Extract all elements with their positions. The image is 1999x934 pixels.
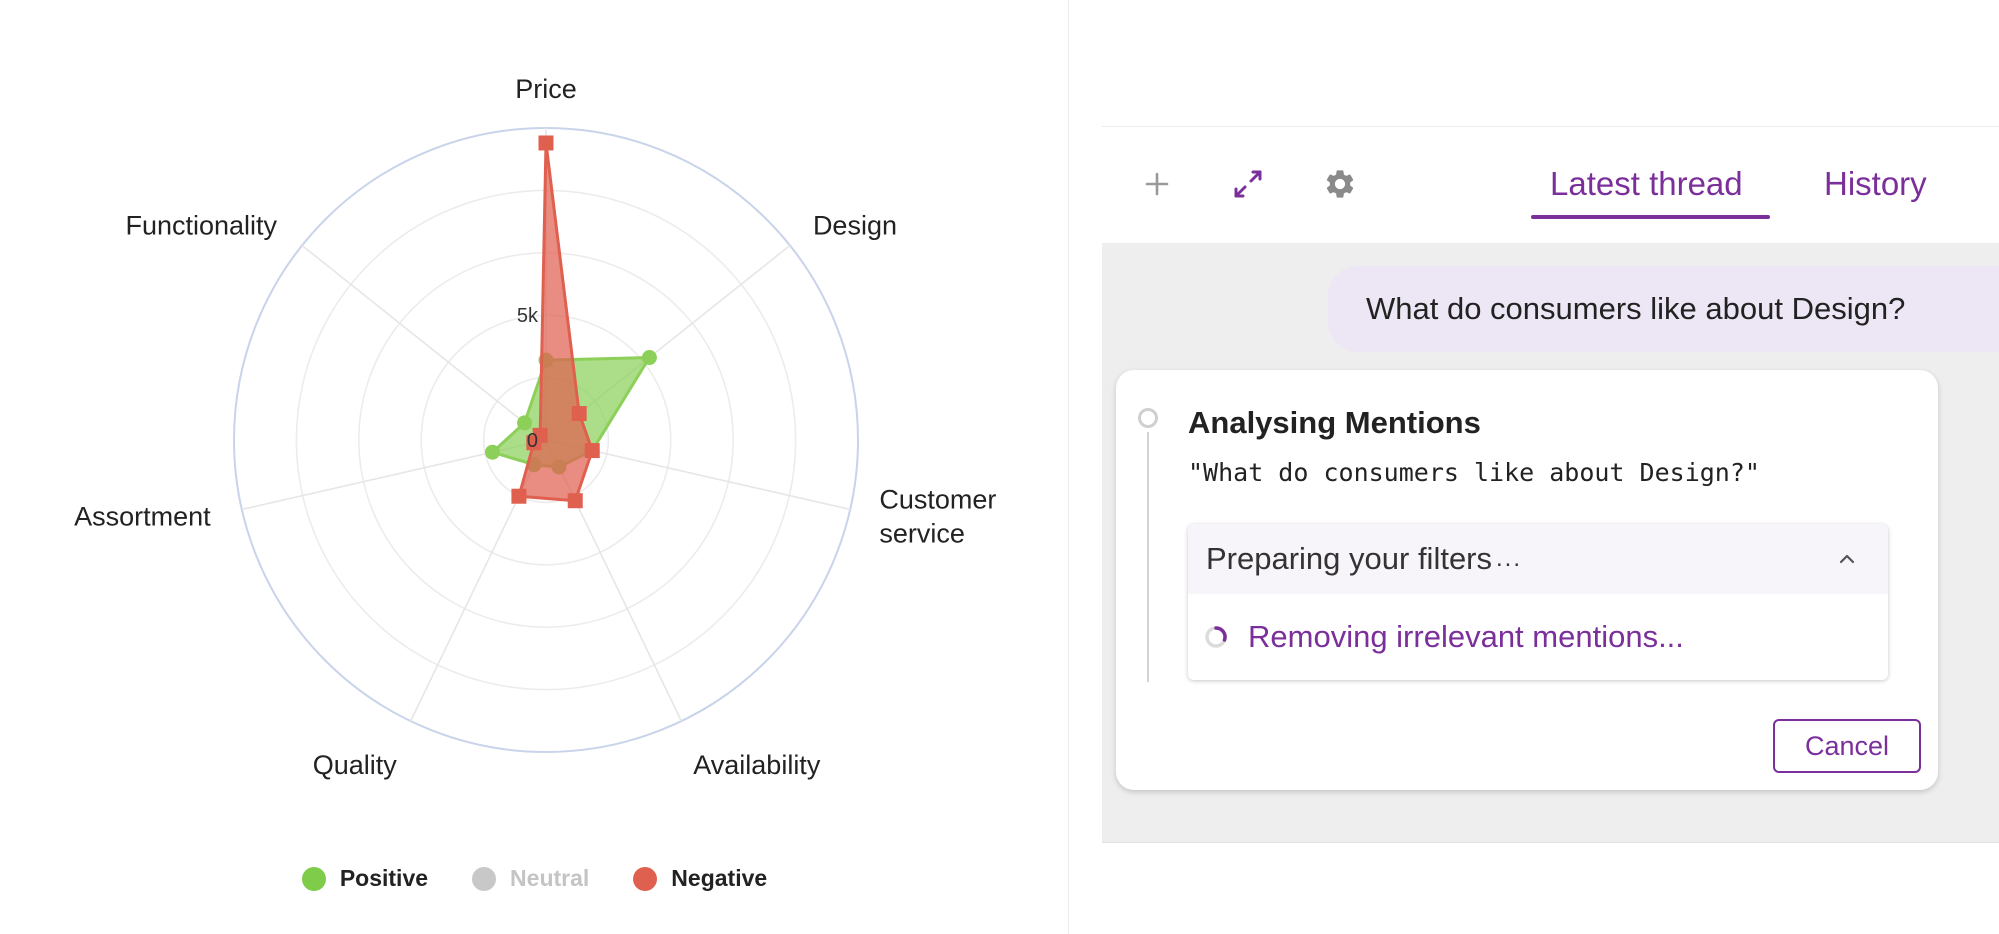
radar-axis-label: Design	[813, 211, 897, 241]
spinner-icon	[1205, 626, 1227, 648]
gear-icon	[1326, 170, 1354, 198]
radar-spoke	[301, 244, 547, 441]
legend-dot-neutral	[472, 866, 497, 891]
thread-area: What do consumers like about Design? Ana…	[1102, 243, 1999, 842]
user-message-text: What do consumers like about Design?	[1366, 291, 1906, 326]
radar-axis-label: Quality	[313, 750, 398, 780]
radar-axis-label: Customer	[879, 485, 996, 515]
expand-icon	[1234, 170, 1262, 198]
radar-axis-label: Assortment	[74, 502, 211, 532]
data-point-positive[interactable]	[484, 444, 500, 460]
tab-history[interactable]: History	[1824, 165, 1927, 202]
data-point-positive[interactable]	[641, 350, 657, 366]
filters-title: Preparing your filters	[1206, 541, 1493, 576]
assistant-toolbar: Latest thread History	[1102, 127, 1999, 243]
radar-tick-label: 5k	[517, 305, 539, 327]
data-point-negative[interactable]	[538, 135, 554, 151]
filters-header[interactable]: Preparing your filters ...	[1188, 524, 1888, 594]
legend-dot-negative	[633, 866, 658, 891]
legend-dot-positive	[301, 866, 326, 891]
legend-item-positive[interactable]: Positive	[301, 865, 429, 892]
radar-axis-label: Functionality	[125, 211, 277, 241]
chevron-up-icon[interactable]	[1836, 548, 1858, 570]
data-point-positive[interactable]	[517, 415, 533, 431]
chart-legend: Positive Neutral Negative	[0, 865, 1069, 892]
new-thread-button[interactable]	[1132, 159, 1182, 209]
user-message-bubble: What do consumers like about Design?	[1328, 266, 1999, 352]
radar-chart: 0 5k Price Design Customer service Availabilit…	[74, 74, 996, 780]
panel-bottom-divider	[1102, 842, 1999, 843]
radar-axis-label: service	[879, 519, 965, 549]
radar-axis-labels: 0 5k Price Design Customer service Availabilit…	[74, 74, 996, 780]
card-title: Analysing Mentions	[1188, 405, 1481, 440]
active-tab-indicator	[1531, 215, 1770, 219]
data-point-negative[interactable]	[571, 406, 587, 422]
data-point-negative[interactable]	[511, 488, 527, 504]
radar-axis-label: Price	[515, 74, 577, 104]
data-point-negative[interactable]	[567, 493, 583, 509]
card-query: "What do consumers like about Design?"	[1188, 458, 1760, 487]
data-point-negative[interactable]	[532, 427, 548, 443]
cancel-button[interactable]: Cancel	[1773, 719, 1921, 773]
panel-top-divider	[1102, 126, 1999, 127]
status-text: Removing irrelevant mentions...	[1248, 619, 1684, 654]
legend-item-negative[interactable]: Negative	[633, 865, 767, 892]
step-connector-line	[1147, 432, 1149, 682]
filters-panel: Preparing your filters ... Removing irre…	[1188, 524, 1888, 680]
filters-loading-dots: ...	[1496, 545, 1523, 572]
radar-series	[484, 135, 657, 509]
radar-tick-label: 0	[527, 430, 538, 452]
radar-axis-label: Availability	[693, 750, 821, 780]
legend-label-negative: Negative	[671, 865, 768, 891]
legend-item-neutral[interactable]: Neutral	[472, 865, 589, 892]
expand-button[interactable]	[1223, 159, 1273, 209]
assistant-panel: Latest thread History What do consumers …	[1102, 0, 1999, 934]
tab-latest-thread[interactable]: Latest thread	[1550, 165, 1743, 202]
filters-body: Removing irrelevant mentions...	[1188, 594, 1888, 680]
data-point-negative[interactable]	[584, 443, 600, 459]
plus-icon	[1145, 172, 1169, 196]
analysis-card: Analysing Mentions "What do consumers li…	[1116, 370, 1938, 790]
radar-chart-panel: 0 5k Price Design Customer service Availabilit…	[0, 0, 1069, 934]
step-indicator-icon	[1138, 408, 1158, 428]
legend-label-positive: Positive	[339, 865, 429, 891]
radar-grid	[233, 127, 859, 753]
legend-label-neutral: Neutral	[510, 865, 590, 891]
settings-button[interactable]	[1315, 159, 1365, 209]
